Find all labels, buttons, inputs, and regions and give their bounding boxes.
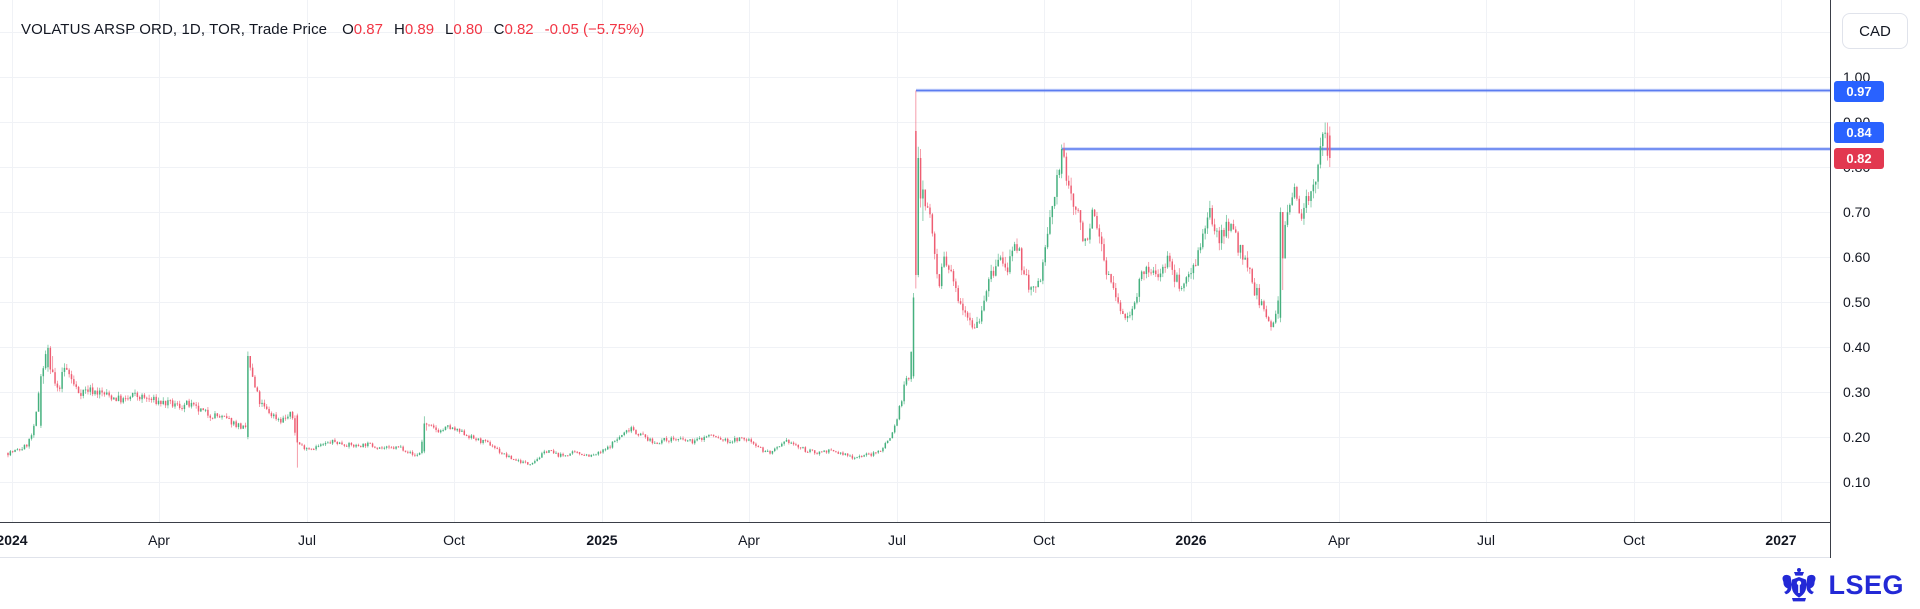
symbol-title: VOLATUS ARSP ORD, 1D, TOR, Trade Price [21,21,328,38]
time-tick-label: Jul [888,532,906,548]
time-tick-label: 2024 [0,532,28,548]
price-tick-label: 0.10 [1843,474,1871,490]
time-tick-label: Apr [738,532,760,548]
price-line-label: 0.97 [1834,80,1884,102]
ohlc-value: 0.82 [504,21,534,38]
ohlc-label: H [394,21,405,38]
price-tick-label: 0.20 [1843,429,1871,445]
price-line-label: 0.84 [1834,122,1884,143]
lseg-wordmark: LSEG [1828,569,1904,600]
ohlc-value: 0.80 [453,21,483,38]
footer: LSEG [0,558,1920,609]
lseg-crest-icon [1782,568,1816,602]
last-price-label: 0.82 [1834,147,1884,169]
price-tick-label: 0.40 [1843,339,1871,355]
price-tick-label: 0.30 [1843,384,1871,400]
currency-button[interactable]: CAD [1842,13,1908,49]
price-tick-label: 0.70 [1843,204,1871,220]
price-tick-label: 0.60 [1843,249,1871,265]
lseg-logo: LSEG [1779,567,1904,603]
chart-legend: VOLATUS ARSP ORD, 1D, TOR, Trade Price O0… [21,21,644,38]
time-axis[interactable]: 2024 Apr Jul Oct 2025 Apr Jul Oct 2026 Apr Jul Oct 2… [0,522,1920,558]
time-tick-label: Apr [1328,532,1350,548]
time-tick-label: 2026 [1175,532,1207,548]
time-tick-label: 2027 [1765,532,1797,548]
time-tick-label: Jul [1477,532,1495,548]
ohlc-value: 0.89 [404,21,435,38]
price-axis[interactable]: CAD 1.000.900.800.700.600.500.400.300.20… [1830,0,1920,558]
change-readout: -0.05 (−5.75%) [544,21,645,38]
time-tick-label: 2025 [586,532,618,548]
ohlc-label: O [342,21,354,38]
ohlc-label: C [493,21,505,38]
ohlc-label: L [445,21,454,38]
ohlc-readout: O0.87 H0.89 L0.80 C0.82 [331,21,534,38]
time-tick-label: Oct [1623,532,1645,548]
price-tick-label: 0.50 [1843,294,1871,310]
candlestick-chart-canvas[interactable] [0,0,1830,522]
price-chart-pane: VOLATUS ARSP ORD, 1D, TOR, Trade Price O0… [0,0,1830,522]
time-tick-label: Apr [148,532,170,548]
ohlc-value: 0.87 [353,21,383,38]
time-tick-label: Oct [443,532,465,548]
time-tick-label: Oct [1033,532,1055,548]
time-tick-label: Jul [298,532,316,548]
